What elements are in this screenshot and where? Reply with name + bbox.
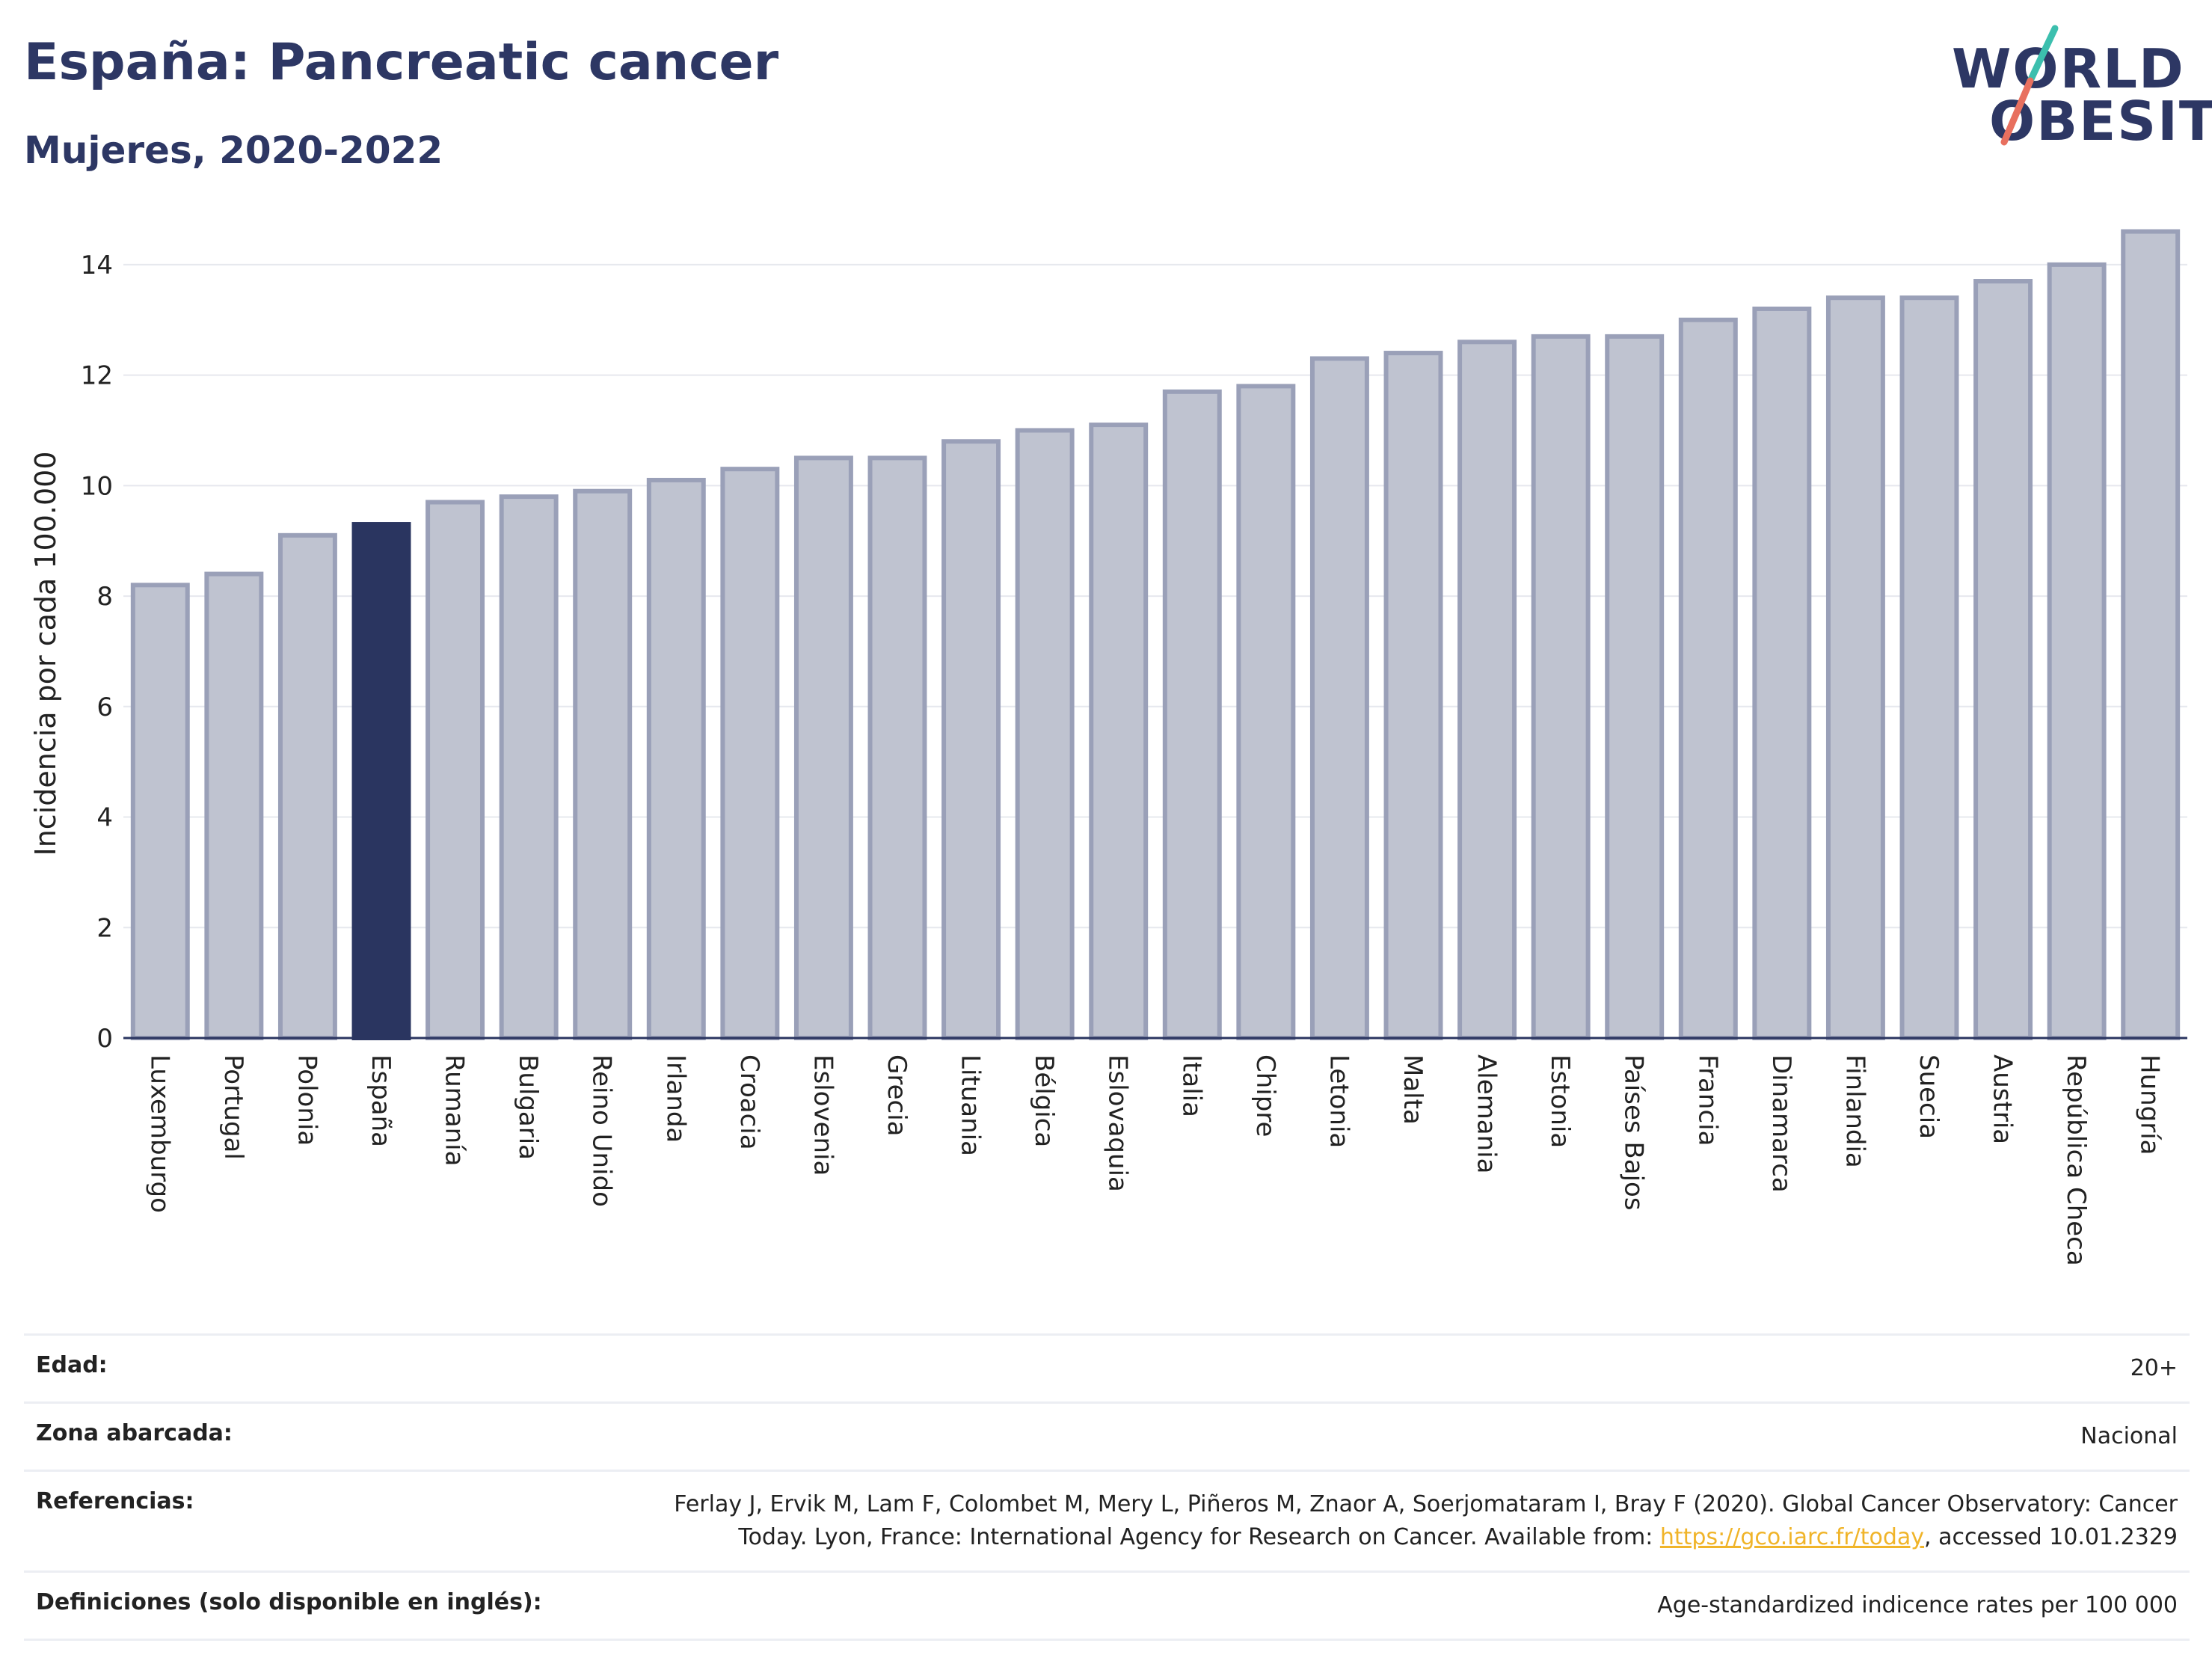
bar (720, 467, 780, 1040)
logo-text-line2: OBESITY (1989, 90, 2212, 153)
x-category-label: Reino Unido (587, 1054, 617, 1207)
bar (499, 494, 559, 1040)
bar (1015, 428, 1075, 1040)
x-category-label: Portugal (218, 1054, 248, 1160)
x-category-label: Suecia (1914, 1054, 1944, 1139)
bar (277, 532, 337, 1040)
bar (1531, 334, 1591, 1041)
bar (1309, 356, 1369, 1040)
bar-chart: 0 2 4 6 8 10 12 14 Incidencia por cada 100.000 Lu… (29, 229, 2187, 1266)
world-obesity-logo: WORLD OBESITY (1944, 22, 2212, 165)
bar (130, 583, 190, 1040)
y-tick-label: 8 (96, 582, 113, 612)
x-category-label: España (366, 1054, 396, 1147)
bar (1973, 279, 2033, 1040)
y-tick-label: 10 (81, 471, 113, 501)
meta-key-area: Zona abarcada: (36, 1420, 233, 1446)
meta-key-definitions: Definiciones (solo disponible en inglés)… (36, 1589, 542, 1615)
bar (1899, 295, 1959, 1041)
meta-value-definitions: Age-standardized indicence rates per 100… (1657, 1592, 2178, 1618)
meta-value-area: Nacional (2080, 1423, 2178, 1449)
y-axis-title: Incidencia por cada 100.000 (29, 451, 62, 856)
meta-value-references: Ferlay J, Ervik M, Lam F, Colombet M, Me… (674, 1488, 2178, 1554)
x-category-label: Bélgica (1029, 1054, 1059, 1147)
bar (1457, 340, 1517, 1040)
bar (793, 455, 853, 1040)
meta-row-area: Zona abarcada: Nacional (24, 1401, 2190, 1470)
meta-key-references: Referencias: (36, 1488, 194, 1514)
x-category-label: Eslovaquia (1103, 1054, 1133, 1192)
y-tick-label: 2 (96, 913, 113, 943)
y-tick-label: 0 (96, 1024, 113, 1054)
x-category-label: Hungría (2135, 1054, 2165, 1155)
bar (1752, 306, 1812, 1040)
x-category-label: Finlandia (1840, 1054, 1870, 1168)
x-category-label: Croacia (734, 1054, 764, 1150)
meta-row-references: Referencias: Ferlay J, Ervik M, Lam F, C… (24, 1470, 2190, 1570)
bar (1825, 295, 1885, 1041)
x-category-label: Chipre (1250, 1054, 1280, 1137)
bar (646, 477, 706, 1040)
metadata-table: Edad: 20+ Zona abarcada: Nacional Refere… (24, 1333, 2190, 1641)
meta-value-age: 20+ (2130, 1355, 2178, 1381)
x-category-label: Bulgaria (513, 1054, 543, 1160)
bar (2047, 262, 2107, 1040)
bar (573, 488, 633, 1041)
x-category-label: Malta (1398, 1054, 1428, 1125)
bar (867, 455, 927, 1040)
x-category-label: Austria (1988, 1054, 2018, 1144)
x-category-label: Estonia (1545, 1054, 1575, 1148)
logo-slash-icon (2000, 25, 2059, 146)
x-category-label: Lituania (956, 1054, 986, 1156)
bar (1605, 334, 1665, 1041)
reference-line2-post: , accessed 10.01.2329 (1924, 1524, 2178, 1550)
x-category-label: Polonia (292, 1054, 322, 1146)
x-category-label: Eslovenia (808, 1054, 838, 1176)
bar (1383, 351, 1443, 1040)
bar (1089, 423, 1149, 1040)
x-category-label: Letonia (1324, 1054, 1354, 1148)
y-tick-label: 6 (96, 693, 113, 722)
bar (2121, 229, 2181, 1041)
y-tick-label: 4 (96, 803, 113, 833)
bar (425, 500, 485, 1040)
reference-link[interactable]: https://gco.iarc.fr/today (1659, 1524, 1925, 1550)
x-category-label: Francia (1692, 1054, 1722, 1146)
x-category-label: Países Bajos (1619, 1054, 1649, 1211)
chart-subtitle: Mujeres, 2020-2022 (24, 129, 443, 172)
x-category-label: Grecia (882, 1054, 912, 1136)
reference-line2-pre: Today. Lyon, France: International Agenc… (738, 1524, 1660, 1550)
bar-highlight (351, 522, 411, 1041)
bar (1236, 384, 1296, 1040)
bar (204, 571, 264, 1040)
bar (941, 439, 1001, 1040)
logo-text-line1: WORLD (1952, 37, 2185, 100)
meta-row-age: Edad: 20+ (24, 1333, 2190, 1401)
y-tick-label: 12 (81, 361, 113, 391)
x-category-label: República Checa (2061, 1054, 2091, 1266)
x-category-label: Rumanía (440, 1054, 470, 1166)
meta-row-definitions: Definiciones (solo disponible en inglés)… (24, 1570, 2190, 1641)
bar (1678, 317, 1738, 1040)
x-category-label: Italia (1176, 1054, 1206, 1117)
x-category-label: Dinamarca (1766, 1054, 1796, 1193)
x-category-label: Luxemburgo (144, 1054, 174, 1213)
meta-key-age: Edad: (36, 1352, 108, 1378)
x-category-label: Alemania (1472, 1054, 1502, 1173)
chart-title: España: Pancreatic cancer (24, 33, 779, 92)
y-tick-label: 14 (81, 251, 113, 280)
reference-line1: Ferlay J, Ervik M, Lam F, Colombet M, Me… (674, 1491, 2178, 1517)
x-category-label: Irlanda (660, 1054, 690, 1143)
bar (1162, 389, 1222, 1040)
